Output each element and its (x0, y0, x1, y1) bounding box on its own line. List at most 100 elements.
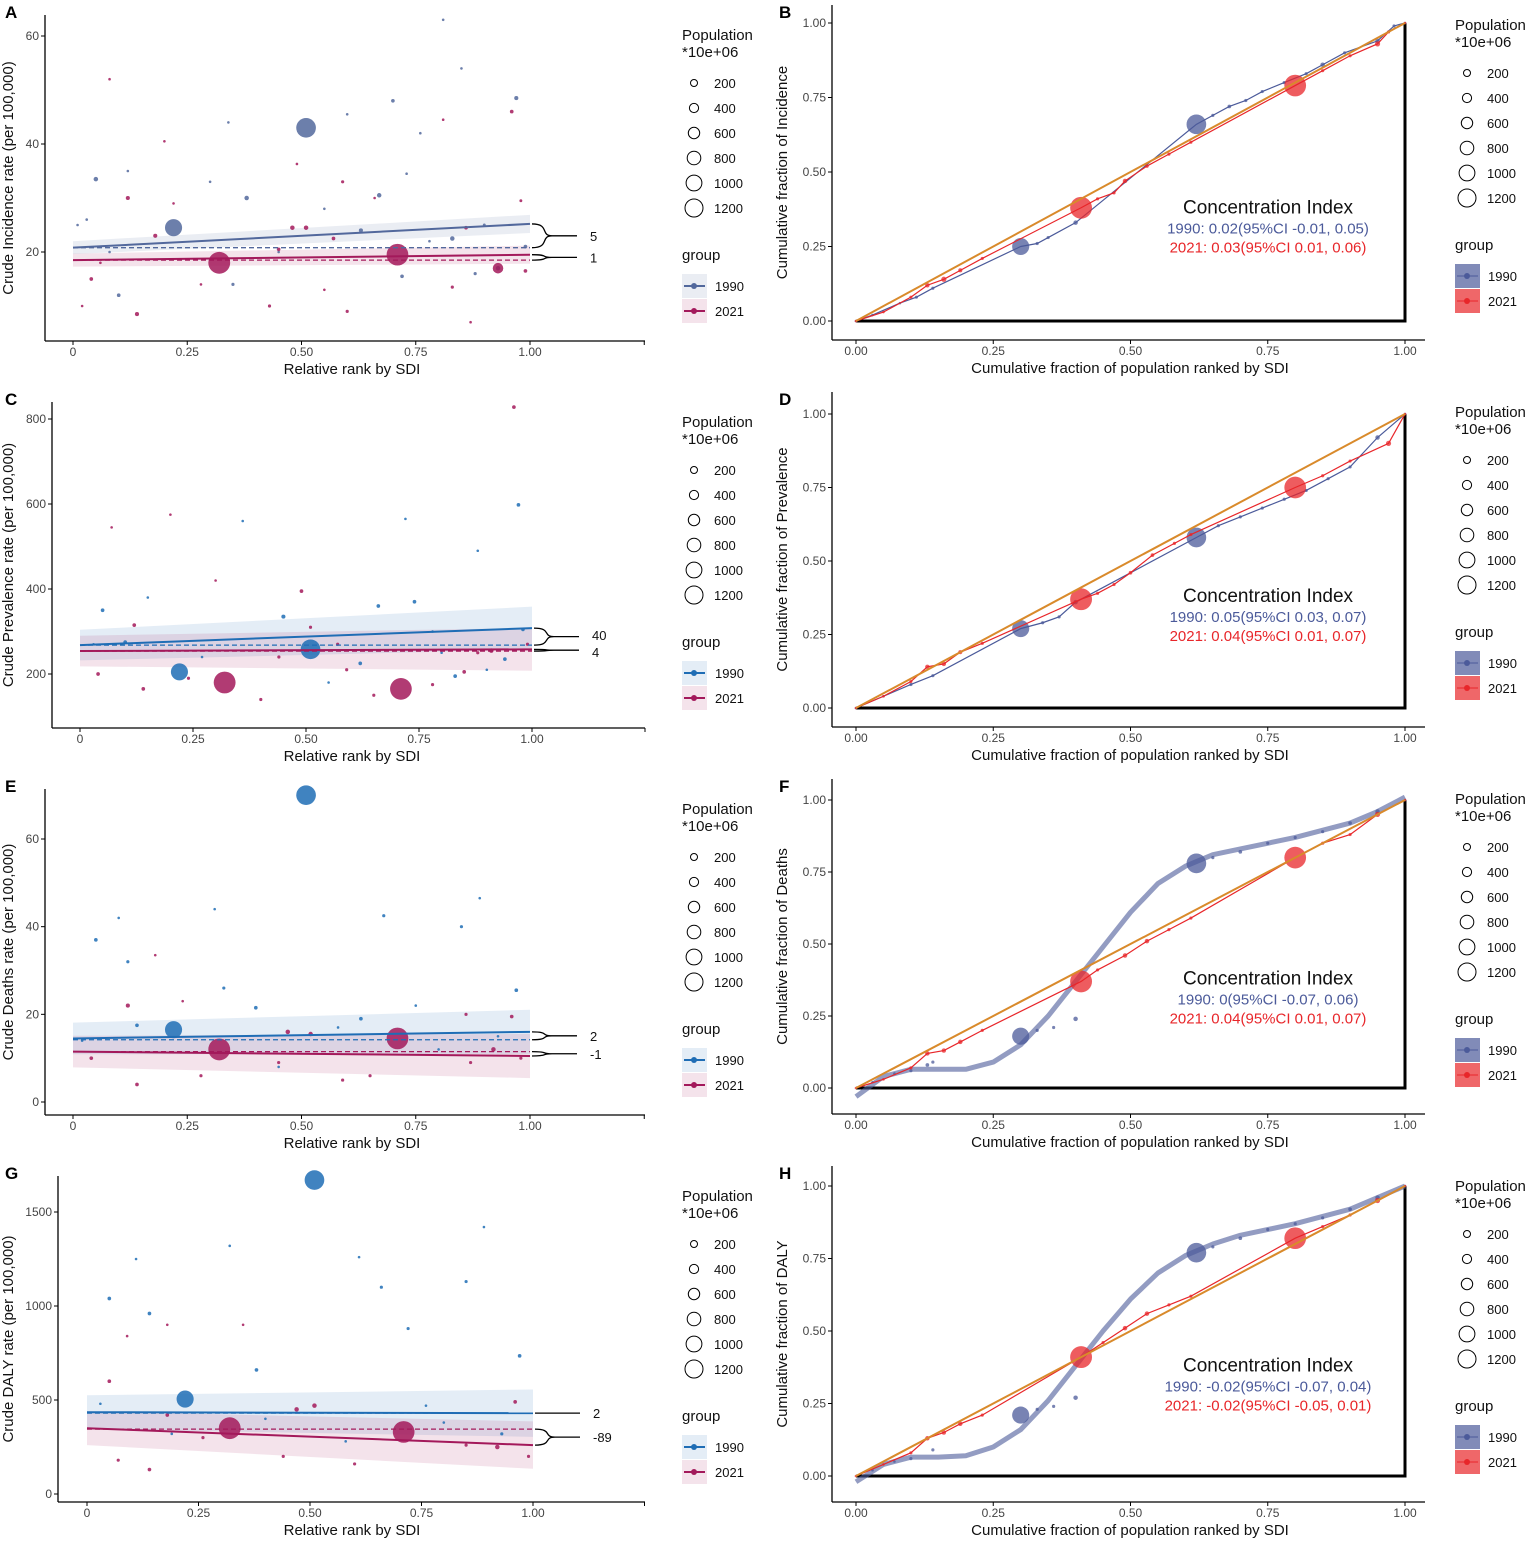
point-2021 (980, 1028, 984, 1032)
x-tick-label: 1.00 (520, 732, 544, 746)
point-2021 (462, 670, 467, 674)
y-axis-title: Crude Prevalence rate (per 100,000) (0, 443, 17, 687)
point-2021 (323, 288, 326, 292)
point-2021 (430, 683, 435, 687)
point-2021 (199, 1074, 203, 1078)
change-label-2021: 4 (592, 645, 599, 660)
point-1990 (464, 1279, 468, 1284)
legend-size-subtitle: *10e+06 (682, 431, 738, 448)
legend-size-label: 1000 (714, 950, 743, 965)
change-label-1990: 2 (590, 1029, 597, 1044)
x-tick-label: 0.00 (844, 1506, 868, 1520)
legend-size-circle (1461, 92, 1473, 104)
point-1990 (254, 1368, 259, 1372)
point-1990 (503, 657, 507, 661)
legend-size-label: 600 (714, 513, 736, 528)
x-axis-title: Cumulative fraction of population ranked… (971, 1522, 1289, 1539)
x-tick-label: 0.25 (982, 1506, 1006, 1520)
ci-2021: 2021: 0.04(95%CI 0.01, 0.07) (1170, 1010, 1367, 1027)
point-2021 (464, 1443, 468, 1447)
y-tick-label: 1.00 (803, 407, 827, 421)
x-tick-label: 0.75 (1256, 1506, 1280, 1520)
point-2021 (341, 1078, 345, 1082)
legend-size-circle (690, 1240, 698, 1248)
legend-size-label: 400 (714, 875, 736, 890)
point-2021 (1150, 553, 1155, 557)
panel-G: G 0 0.25 0.50 0.75 1.00 0 500 1000 1500 Relative r… (0, 1164, 753, 1539)
point-1990 (222, 986, 226, 990)
x-axis-title: Cumulative fraction of population ranked… (971, 747, 1289, 764)
triangle-boundary (856, 23, 1407, 323)
legend-size-label: 1000 (714, 1337, 743, 1352)
legend-size-circle (688, 876, 700, 888)
y-tick-label: 1.00 (803, 793, 827, 807)
point-1990 (304, 1170, 325, 1190)
point-2021 (290, 225, 295, 230)
point-2021 (1321, 474, 1325, 478)
legend-size-circle (1463, 69, 1471, 77)
point-1990 (264, 1417, 267, 1421)
legend-size-label: 1200 (714, 975, 743, 990)
point-2021 (134, 312, 140, 317)
legend-size-circle (1457, 962, 1477, 982)
legend-size-circle (684, 1359, 704, 1379)
y-tick-label: 0.25 (803, 240, 827, 254)
legend-size-label: 400 (1487, 478, 1509, 493)
legend: Population*10e+06 200 400 600 800 1000 1200 gro… (1455, 791, 1526, 1087)
legend-group-title: group (1455, 1398, 1493, 1415)
point-2021 (1145, 164, 1149, 168)
point-2021 (116, 1458, 120, 1462)
point-2021 (464, 1012, 468, 1016)
point-1990 (1211, 113, 1215, 117)
point-1990 (213, 907, 216, 911)
panel-letter: H (779, 1164, 791, 1183)
legend-group-label: 2021 (715, 1078, 744, 1093)
legend-size-circle (1460, 890, 1474, 904)
legend-size-subtitle: *10e+06 (1455, 808, 1511, 825)
legend-key-point (1464, 1047, 1470, 1053)
legend-size-circle (1463, 456, 1471, 464)
point-1990 (116, 293, 121, 298)
point-2021 (372, 693, 376, 697)
legend-size-circle (1459, 140, 1475, 156)
point-1990 (1320, 62, 1325, 67)
x-tick-label: 1.00 (1393, 1506, 1417, 1520)
point-1990 (176, 1390, 194, 1408)
x-tick-label: 0.50 (294, 732, 318, 746)
legend-size-circle (686, 150, 702, 166)
point-2021 (1167, 152, 1171, 156)
point-1990 (208, 180, 212, 184)
y-axis-title: Crude DALY rate (per 100,000) (0, 1235, 17, 1442)
legend-size-circle (684, 972, 704, 992)
point-2021 (295, 162, 299, 166)
legend-key-point (691, 1082, 697, 1088)
point-1990 (1073, 220, 1078, 225)
point-2021 (925, 1051, 930, 1056)
legend-size-circle (1461, 479, 1473, 491)
legend-size-label: 600 (1487, 1277, 1509, 1292)
point-2021 (980, 1413, 984, 1417)
point-1990 (391, 98, 395, 103)
point-1990 (1046, 235, 1050, 240)
point-2021 (469, 320, 472, 324)
point-1990 (382, 914, 386, 918)
point-1990 (100, 608, 105, 613)
trend-line-1990 (72, 1030, 531, 1040)
point-1990 (1348, 465, 1352, 469)
point-2021 (509, 109, 514, 114)
legend-size-label: 600 (714, 126, 736, 141)
point-1990 (909, 682, 913, 687)
legend-size-subtitle: *10e+06 (1455, 34, 1511, 51)
point-1990 (253, 1005, 258, 1010)
y-tick-label: 0.00 (803, 314, 827, 328)
point-2021 (165, 1413, 170, 1417)
legend-size-label: 1200 (714, 588, 743, 603)
point-1990 (1057, 615, 1061, 619)
point-1990 (99, 1402, 102, 1406)
panel-letter: B (779, 3, 791, 22)
x-tick-label: 0 (77, 732, 84, 746)
legend-group-label: 1990 (1488, 656, 1517, 671)
point-2021 (958, 268, 963, 273)
point-2021 (925, 664, 930, 670)
legend-size-label: 200 (1487, 66, 1509, 81)
